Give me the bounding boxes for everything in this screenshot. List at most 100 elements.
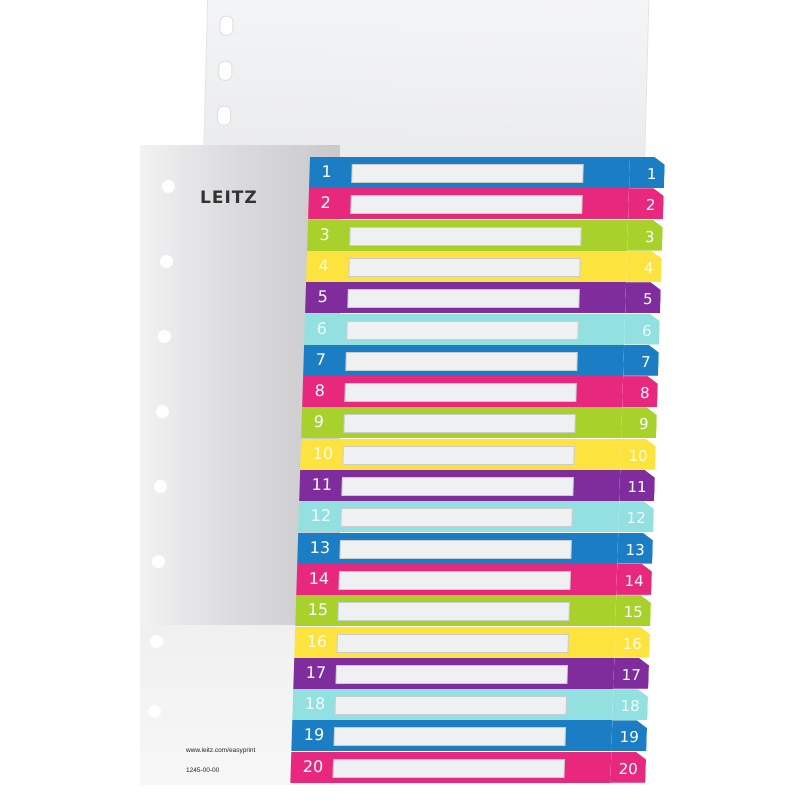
divider-number: 18 [304, 694, 326, 714]
divider-number: 1 [321, 162, 333, 181]
divider-tab[interactable]: 14 [616, 564, 652, 595]
divider-tab[interactable]: 20 [610, 752, 646, 783]
divider-tab[interactable]: 11 [619, 470, 655, 501]
tab-number: 17 [621, 665, 642, 684]
label-window [342, 445, 575, 465]
punch-hole [218, 60, 233, 81]
divider-tab[interactable]: 17 [613, 658, 649, 689]
tab-number: 2 [645, 196, 656, 215]
divider-tab[interactable]: 15 [615, 595, 651, 626]
tab-number: 9 [638, 415, 649, 434]
divider-tab[interactable]: 3 [627, 220, 663, 251]
tab-number: 14 [624, 571, 644, 590]
divider-tab[interactable]: 16 [614, 627, 650, 658]
tab-number: 12 [626, 509, 646, 528]
divider-row[interactable]: 2 2 [308, 188, 629, 220]
tab-number: 4 [643, 258, 654, 277]
punch-hole [150, 635, 163, 648]
punch-hole [219, 15, 234, 36]
tab-number: 6 [641, 321, 652, 340]
divider-tab[interactable]: 13 [617, 533, 653, 564]
divider-row[interactable]: 18 18 [292, 689, 613, 721]
divider-tab[interactable]: 9 [621, 407, 657, 438]
punch-hole [158, 330, 171, 343]
divider-number: 14 [308, 568, 330, 588]
label-window [344, 383, 577, 403]
divider-tab[interactable]: 4 [626, 251, 662, 282]
label-window [337, 602, 571, 622]
divider-number: 9 [313, 412, 325, 432]
tab-number: 5 [642, 290, 653, 309]
divider-tab[interactable]: 1 [629, 157, 665, 188]
divider-row[interactable]: 6 6 [304, 313, 625, 345]
label-window [349, 226, 582, 246]
divider-number: 4 [318, 255, 330, 275]
divider-tab[interactable]: 18 [612, 689, 648, 720]
divider-tab[interactable]: 19 [611, 720, 647, 751]
divider-row[interactable]: 16 16 [294, 626, 615, 658]
product-code: 1245-00-00 [186, 767, 220, 774]
tab-number: 19 [619, 728, 640, 747]
label-window [341, 477, 574, 496]
divider-row[interactable]: 7 7 [303, 344, 624, 376]
divider-number: 13 [309, 537, 331, 557]
divider-row[interactable]: 10 10 [300, 438, 621, 470]
divider-number: 6 [316, 318, 328, 338]
divider-number: 15 [307, 600, 329, 620]
punch-hole [216, 105, 232, 126]
divider-tab[interactable]: 10 [620, 439, 656, 470]
divider-row[interactable]: 9 9 [301, 407, 622, 439]
label-window [335, 664, 569, 684]
divider-row[interactable]: 5 5 [305, 282, 626, 314]
divider-row[interactable]: 14 14 [296, 563, 617, 595]
tab-number: 1 [646, 165, 657, 183]
tab-number: 11 [627, 478, 647, 496]
leitz-logo: LEITZ [200, 188, 258, 208]
tab-number: 15 [623, 603, 643, 622]
divider-number: 5 [317, 287, 329, 307]
divider-number: 17 [305, 662, 327, 682]
tab-number: 13 [625, 540, 645, 559]
label-window [334, 696, 568, 716]
punch-hole [154, 480, 167, 493]
tab-number: 8 [639, 384, 650, 403]
divider-row[interactable]: 15 15 [295, 595, 616, 627]
divider-row[interactable]: 20 20 [290, 751, 611, 783]
divider-row[interactable]: 13 13 [297, 532, 618, 564]
divider-row[interactable]: 19 19 [291, 720, 612, 752]
tab-number: 7 [640, 352, 651, 371]
divider-tab[interactable]: 2 [628, 188, 664, 219]
punch-hole [152, 555, 165, 568]
divider-tab[interactable]: 7 [623, 345, 659, 376]
divider-number: 7 [315, 349, 327, 369]
punch-hole [148, 705, 161, 718]
divider-row[interactable]: 3 3 [307, 219, 628, 251]
divider-number: 2 [320, 193, 332, 213]
divider-row[interactable]: 11 11 [299, 470, 620, 501]
divider-tab[interactable]: 12 [618, 501, 654, 532]
divider-tab[interactable]: 8 [622, 376, 658, 407]
divider-row[interactable]: 1 1 [309, 157, 630, 188]
tab-number: 20 [618, 759, 639, 778]
divider-number: 16 [306, 631, 328, 651]
label-window [345, 351, 578, 371]
tab-number: 3 [644, 227, 655, 246]
label-window [343, 414, 576, 434]
divider-row[interactable]: 4 4 [306, 250, 627, 282]
divider-number: 8 [314, 381, 326, 401]
tab-number: 10 [628, 446, 648, 465]
label-window [351, 164, 584, 183]
divider-tab[interactable]: 6 [624, 314, 660, 345]
divider-row[interactable]: 17 17 [293, 657, 614, 689]
divider-number: 12 [310, 506, 332, 526]
divider-tab[interactable]: 5 [625, 282, 661, 313]
label-window [340, 508, 573, 528]
label-window [350, 195, 583, 215]
divider-row[interactable]: 12 12 [298, 501, 619, 533]
label-window [347, 289, 580, 309]
divider-number: 3 [319, 224, 331, 244]
divider-number: 10 [312, 443, 334, 463]
label-window [333, 727, 567, 747]
divider-row[interactable]: 8 8 [302, 376, 623, 408]
punch-hole [156, 405, 169, 418]
